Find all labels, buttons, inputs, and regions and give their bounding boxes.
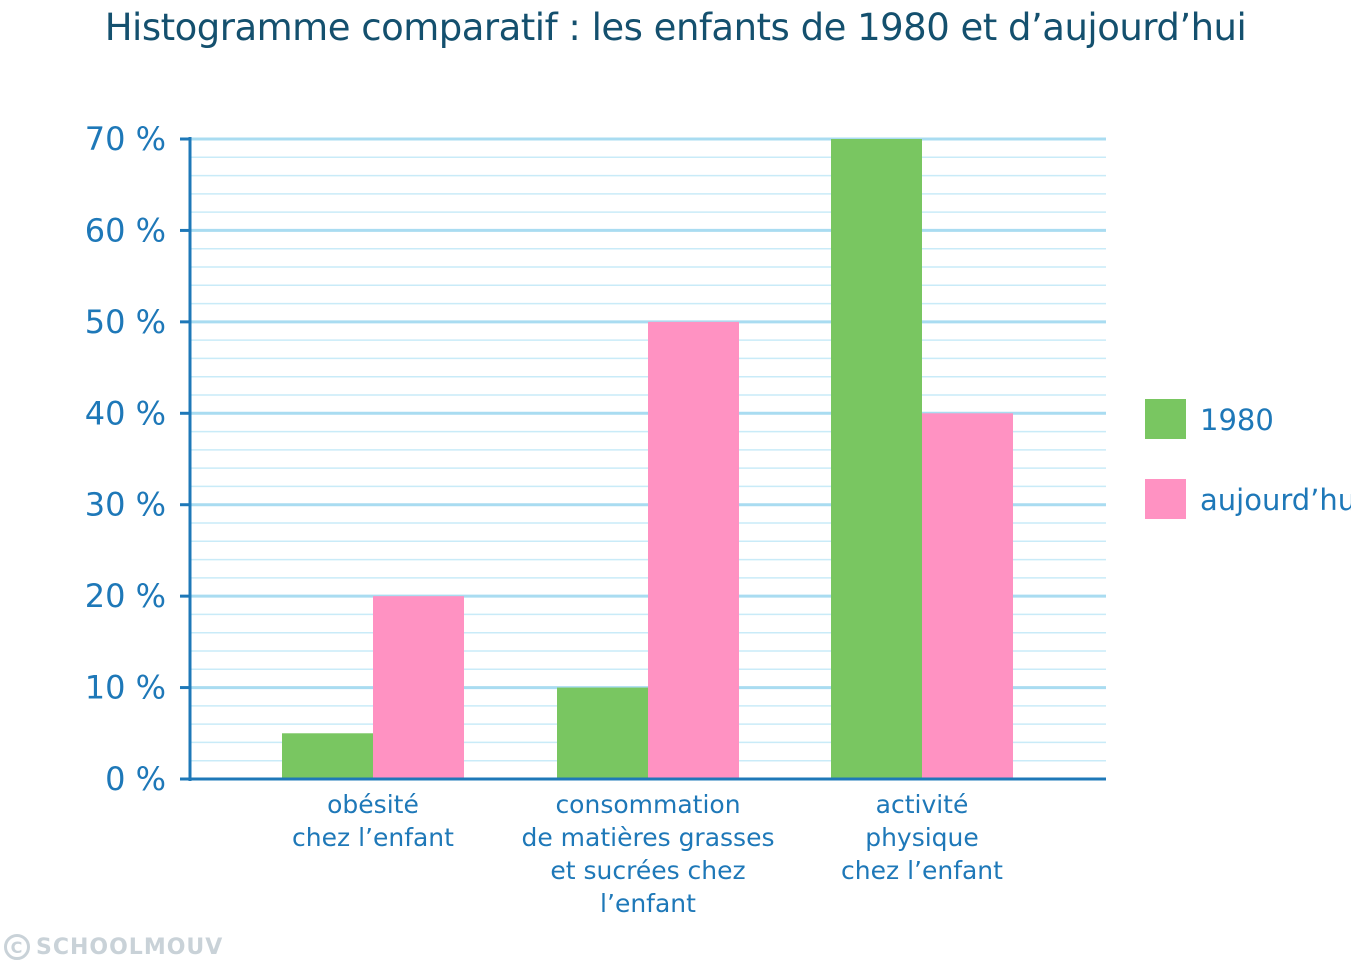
chart-title: Histogramme comparatif : les enfants de … — [104, 6, 1247, 49]
bar-series-1-cat-3 — [831, 139, 922, 779]
watermark-text: SCHOOLMOUV — [36, 934, 224, 960]
category-label: activité — [876, 790, 969, 819]
category-label: chez l’enfant — [292, 823, 454, 852]
category-label: chez l’enfant — [841, 856, 1003, 885]
y-tick-label: 0 % — [105, 760, 166, 798]
y-tick-label: 10 % — [85, 669, 166, 707]
legend-label: 1980 — [1200, 403, 1274, 437]
legend-label: aujourd’hui — [1200, 483, 1351, 517]
bar-series-2-cat-2 — [648, 321, 739, 779]
y-tick-labels: 0 % 10 % 20 % 30 % 40 % 50 % 60 % 70 % — [85, 120, 166, 798]
legend-swatch — [1145, 479, 1186, 519]
y-tick-label: 70 % — [85, 120, 166, 158]
category-label: physique — [865, 823, 979, 852]
category-label: obésité — [327, 790, 419, 819]
y-tick-label: 50 % — [85, 303, 166, 341]
bar-series-1-cat-1 — [282, 733, 373, 779]
bar-series-2-cat-3 — [922, 413, 1013, 779]
legend: 1980 aujourd’hui — [1145, 399, 1351, 519]
copyright-icon: C — [4, 934, 30, 960]
category-label: et sucrées chez — [550, 856, 745, 885]
watermark: C SCHOOLMOUV — [4, 930, 223, 964]
y-tick-label: 20 % — [85, 577, 166, 615]
axes — [180, 137, 1106, 781]
y-tick-label: 40 % — [85, 394, 166, 432]
category-label: consommation — [555, 790, 740, 819]
y-tick-label: 60 % — [85, 211, 166, 249]
category-labels: obésité chez l’enfant consommation de matiè… — [292, 790, 1003, 918]
y-tick-label: 30 % — [85, 486, 166, 524]
category-label: de matières grasses — [521, 823, 774, 852]
bar-series-1-cat-2 — [557, 687, 648, 779]
category-label: l’enfant — [600, 889, 696, 918]
bars — [282, 139, 1013, 779]
legend-swatch — [1145, 399, 1186, 439]
bar-series-2-cat-1 — [373, 596, 464, 779]
